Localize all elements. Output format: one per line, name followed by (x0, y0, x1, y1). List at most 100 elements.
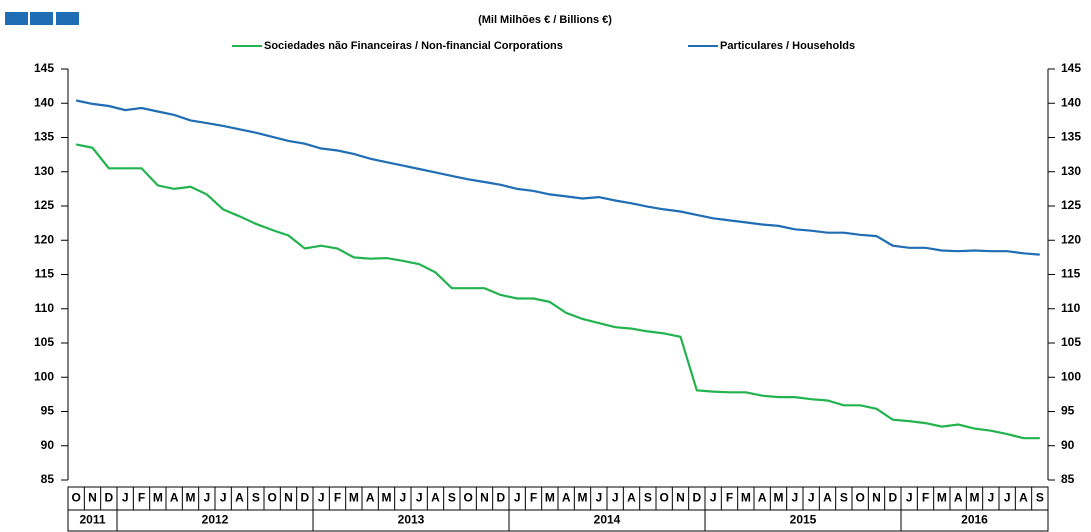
y-tick-label: 90 (41, 438, 55, 452)
y2-tick-label: 135 (1061, 130, 1081, 144)
x-tick-label: J (906, 491, 913, 505)
x-tick-label: S (840, 491, 848, 505)
x-tick-label: F (726, 491, 733, 505)
x-tick-label: M (937, 491, 947, 505)
x-tick-label: F (530, 491, 537, 505)
y-tick-label: 105 (34, 335, 54, 349)
y-tick-label: 100 (34, 369, 54, 383)
year-label: 2014 (594, 513, 621, 527)
x-tick-label: A (758, 491, 767, 505)
chart-subtitle: (Mil Milhões € / Billions €) (478, 14, 612, 26)
x-tick-label: M (741, 491, 751, 505)
x-tick-label: N (284, 491, 293, 505)
x-tick-label: A (562, 491, 571, 505)
x-tick-label: F (334, 491, 341, 505)
x-tick-label: A (627, 491, 636, 505)
year-label: 2011 (79, 513, 105, 527)
x-tick-label: O (267, 491, 276, 505)
x-tick-label: J (416, 491, 423, 505)
x-tick-label: J (399, 491, 406, 505)
x-tick-label: J (514, 491, 521, 505)
y2-tick-label: 120 (1061, 232, 1081, 246)
x-tick-label: S (252, 491, 260, 505)
year-label: 2016 (961, 513, 988, 527)
x-tick-label: A (170, 491, 179, 505)
logo-block (56, 12, 79, 25)
x-tick-label: S (644, 491, 652, 505)
year-label: 2013 (398, 513, 425, 527)
y2-tick-label: 105 (1061, 335, 1081, 349)
x-tick-label: N (480, 491, 489, 505)
y2-tick-label: 145 (1061, 61, 1081, 75)
logo-block (5, 12, 28, 25)
y-tick-label: 95 (41, 404, 55, 418)
x-tick-label: N (872, 491, 881, 505)
y-tick-label: 125 (34, 198, 54, 212)
y2-tick-label: 100 (1061, 369, 1081, 383)
x-tick-label: J (318, 491, 325, 505)
x-tick-label: S (1036, 491, 1044, 505)
legend-label: Sociedades não Financeiras / Non-financi… (264, 40, 563, 52)
y-tick-label: 145 (34, 61, 54, 75)
y-tick-label: 85 (41, 472, 55, 486)
x-tick-label: O (463, 491, 472, 505)
y-tick-label: 135 (34, 130, 54, 144)
x-tick-label: J (987, 491, 994, 505)
x-tick-label: F (922, 491, 929, 505)
x-tick-label: A (954, 491, 963, 505)
x-tick-label: S (448, 491, 456, 505)
x-tick-label: N (676, 491, 685, 505)
x-tick-label: J (710, 491, 717, 505)
year-label: 2015 (790, 513, 817, 527)
x-tick-label: F (138, 491, 145, 505)
y-tick-label: 120 (34, 232, 54, 246)
x-tick-label: O (855, 491, 864, 505)
y2-tick-label: 115 (1061, 267, 1081, 281)
x-tick-label: J (595, 491, 602, 505)
x-tick-label: M (186, 491, 196, 505)
x-tick-label: M (382, 491, 392, 505)
y2-tick-label: 90 (1061, 438, 1075, 452)
x-tick-label: D (104, 491, 113, 505)
x-tick-label: J (612, 491, 619, 505)
y2-tick-label: 130 (1061, 164, 1081, 178)
y-tick-label: 140 (34, 95, 54, 109)
x-tick-label: A (1019, 491, 1028, 505)
x-tick-label: D (692, 491, 701, 505)
y2-tick-label: 110 (1061, 301, 1081, 315)
x-tick-label: A (823, 491, 832, 505)
legend-label: Particulares / Households (720, 40, 855, 52)
x-tick-label: M (774, 491, 784, 505)
x-tick-label: D (888, 491, 897, 505)
y-tick-label: 110 (35, 301, 55, 315)
x-tick-label: N (88, 491, 97, 505)
x-tick-label: J (791, 491, 798, 505)
series-line (75, 99, 1040, 256)
x-tick-label: A (235, 491, 244, 505)
year-label: 2012 (202, 513, 229, 527)
x-tick-label: M (578, 491, 588, 505)
y2-tick-label: 125 (1061, 198, 1081, 212)
y2-tick-label: 85 (1061, 472, 1075, 486)
x-tick-label: M (349, 491, 359, 505)
y-tick-label: 115 (35, 267, 55, 281)
x-tick-label: J (220, 491, 227, 505)
x-tick-label: J (808, 491, 815, 505)
x-tick-label: M (970, 491, 980, 505)
x-tick-label: J (203, 491, 210, 505)
x-tick-label: O (71, 491, 80, 505)
x-tick-label: M (545, 491, 555, 505)
x-tick-label: D (300, 491, 309, 505)
y2-tick-label: 95 (1061, 404, 1075, 418)
x-tick-label: M (153, 491, 163, 505)
x-tick-label: A (431, 491, 440, 505)
x-tick-label: O (659, 491, 668, 505)
y2-tick-label: 140 (1061, 95, 1081, 109)
y-tick-label: 130 (34, 164, 54, 178)
x-tick-label: J (1004, 491, 1011, 505)
x-tick-label: J (122, 491, 129, 505)
x-tick-label: A (366, 491, 375, 505)
x-tick-label: D (496, 491, 505, 505)
series-line (75, 143, 1040, 440)
